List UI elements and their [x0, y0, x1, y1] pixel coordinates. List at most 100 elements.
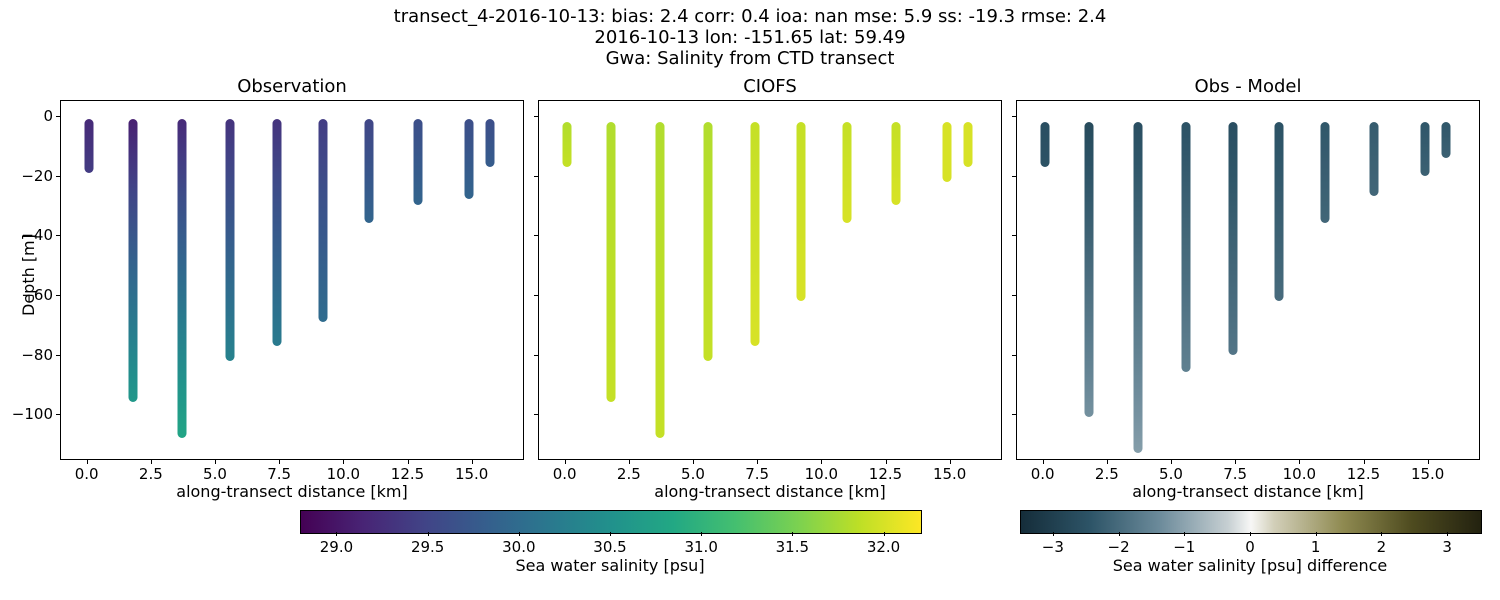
xtick-label: 10.0: [327, 465, 360, 483]
x-axis-label: along-transect distance [km]: [539, 482, 1001, 501]
ytick-mark: [1012, 235, 1017, 236]
xtick-mark: [151, 459, 152, 464]
panel-1: CIOFS0.02.55.07.510.012.515.0along-trans…: [538, 100, 1002, 460]
colorbar-tick-label: 29.0: [320, 538, 353, 556]
xtick-mark: [565, 459, 566, 464]
xtick-label: 5.0: [203, 465, 227, 483]
profile-bar: [1421, 122, 1430, 176]
panel-title: Obs - Model: [1016, 76, 1480, 97]
xtick-mark: [87, 459, 88, 464]
x-axis-label: along-transect distance [km]: [1017, 482, 1479, 501]
xtick-mark: [408, 459, 409, 464]
xtick-mark: [886, 459, 887, 464]
profile-bar: [85, 119, 94, 173]
xtick-label: 2.5: [617, 465, 641, 483]
profile-bar: [943, 122, 952, 182]
profile-bar: [1228, 122, 1237, 355]
profile-bar: [272, 119, 281, 346]
colorbar-tick-label: 0: [1245, 538, 1255, 556]
xtick-mark: [693, 459, 694, 464]
panel-0: Observation0.02.55.07.510.012.515.00−20−…: [60, 100, 524, 460]
xtick-mark: [343, 459, 344, 464]
colorbar-tick-label: 1: [1311, 538, 1321, 556]
ytick-mark: [534, 235, 539, 236]
ytick-label: −20: [21, 167, 53, 185]
ytick-mark: [534, 116, 539, 117]
colorbar-tick-mark: [1184, 532, 1185, 536]
colorbar-tick-mark: [610, 532, 611, 536]
profile-bar: [1320, 122, 1329, 223]
profile-bar: [177, 119, 186, 438]
colorbar-label: Sea water salinity [psu]: [300, 556, 920, 575]
xtick-label: 5.0: [1159, 465, 1183, 483]
ytick-mark: [56, 235, 61, 236]
xtick-label: 7.5: [1223, 465, 1247, 483]
xtick-mark: [472, 459, 473, 464]
xtick-label: 10.0: [805, 465, 838, 483]
colorbar-tick-label: 30.0: [502, 538, 535, 556]
xtick-mark: [1428, 459, 1429, 464]
xtick-mark: [1171, 459, 1172, 464]
colorbar-tick-label: 31.0: [684, 538, 717, 556]
ytick-mark: [1012, 414, 1017, 415]
xtick-label: 7.5: [745, 465, 769, 483]
xtick-label: 0.0: [75, 465, 99, 483]
panel-title: Observation: [60, 76, 524, 97]
profile-bar: [891, 122, 900, 206]
xtick-label: 0.0: [1031, 465, 1055, 483]
xtick-label: 15.0: [933, 465, 966, 483]
xtick-label: 0.0: [553, 465, 577, 483]
ytick-label: −80: [21, 346, 53, 364]
xtick-label: 12.5: [391, 465, 424, 483]
plot-area: 0.02.55.07.510.012.515.0along-transect d…: [538, 100, 1002, 460]
ytick-mark: [1012, 295, 1017, 296]
y-axis-label: Depth [m]: [19, 234, 38, 316]
colorbar-tick-label: −3: [1042, 538, 1064, 556]
xtick-mark: [1107, 459, 1108, 464]
suptitle-line3: Gwa: Salinity from CTD transect: [0, 48, 1500, 69]
profile-bar: [1441, 122, 1450, 158]
xtick-label: 15.0: [455, 465, 488, 483]
ytick-mark: [534, 355, 539, 356]
xtick-mark: [757, 459, 758, 464]
colorbar-tick-label: 2: [1377, 538, 1387, 556]
xtick-mark: [215, 459, 216, 464]
profile-bar: [128, 119, 137, 402]
colorbar-tick-mark: [792, 532, 793, 536]
xtick-label: 5.0: [681, 465, 705, 483]
profile-bar: [842, 122, 851, 223]
xtick-mark: [1043, 459, 1044, 464]
ytick-label: −100: [12, 405, 53, 423]
ytick-label: 0: [43, 107, 53, 125]
ytick-mark: [56, 355, 61, 356]
colorbar-tick-label: 31.5: [776, 538, 809, 556]
colorbar-tick-label: 30.5: [593, 538, 626, 556]
xtick-label: 10.0: [1283, 465, 1316, 483]
suptitle-line2: 2016-10-13 lon: -151.65 lat: 59.49: [0, 27, 1500, 48]
ytick-mark: [56, 116, 61, 117]
profile-bar: [1274, 122, 1283, 301]
profile-bar: [1084, 122, 1093, 417]
colorbar-tick-label: −2: [1108, 538, 1130, 556]
xtick-label: 12.5: [1347, 465, 1380, 483]
colorbar-tick-label: 29.5: [411, 538, 444, 556]
xtick-label: 12.5: [869, 465, 902, 483]
xtick-label: 2.5: [139, 465, 163, 483]
profile-bar: [1369, 122, 1378, 197]
profile-bar: [750, 122, 759, 346]
plot-area: 0.02.55.07.510.012.515.0along-transect d…: [1016, 100, 1480, 460]
xtick-label: 15.0: [1411, 465, 1444, 483]
colorbar-tick-mark: [1381, 532, 1382, 536]
panel-title: CIOFS: [538, 76, 1002, 97]
colorbar-tick-mark: [1119, 532, 1120, 536]
panels-row: Observation0.02.55.07.510.012.515.00−20−…: [60, 100, 1480, 460]
colorbar-tick-label: 3: [1442, 538, 1452, 556]
suptitle-line1: transect_4-2016-10-13: bias: 2.4 corr: 0…: [0, 6, 1500, 27]
ytick-mark: [1012, 116, 1017, 117]
ytick-mark: [534, 176, 539, 177]
profile-bar: [485, 119, 494, 167]
profile-bar: [318, 119, 327, 322]
profile-bar: [465, 119, 474, 200]
colorbar-gradient: [1020, 510, 1482, 534]
profile-bar: [1133, 122, 1142, 453]
